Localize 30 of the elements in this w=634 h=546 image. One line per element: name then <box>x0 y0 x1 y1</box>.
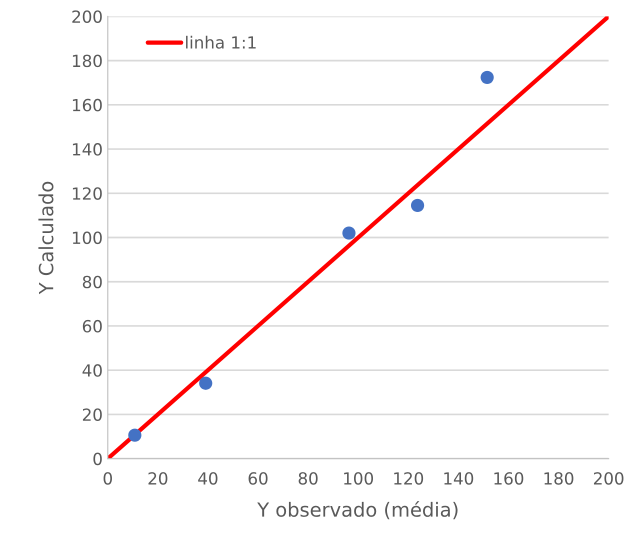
x-tick-label: 120 <box>394 472 424 485</box>
y-tick-label: 120 <box>72 187 102 200</box>
y-tick-label: 200 <box>72 10 102 23</box>
y-tick-label: 0 <box>93 452 102 466</box>
x-tick-label: 180 <box>544 472 574 485</box>
y-axis-title: Y Calculado <box>38 182 54 294</box>
x-tick-label: 40 <box>198 472 218 485</box>
y-tick-label: 80 <box>82 276 102 288</box>
x-tick-label: 200 <box>594 472 624 485</box>
legend-label: linha 1:1 <box>186 36 256 49</box>
y-tick-label: 40 <box>82 364 102 377</box>
y-tick-label: 60 <box>82 320 102 333</box>
point <box>199 376 212 390</box>
y-tick-label: 180 <box>72 54 102 68</box>
y-tick-label: 20 <box>82 408 102 421</box>
x-tick-label: 60 <box>248 472 268 485</box>
point <box>128 428 142 442</box>
point <box>480 70 494 84</box>
y-tick-label: 140 <box>72 143 102 156</box>
x-tick-label: 140 <box>444 472 474 485</box>
x-tick-label: 20 <box>148 472 168 485</box>
x-tick-label: 80 <box>298 472 318 485</box>
y-tick-label: 160 <box>72 98 102 112</box>
point <box>342 226 356 240</box>
x-axis-title: Y observado (média) <box>257 501 458 520</box>
x-tick-label: 0 <box>104 472 112 485</box>
x-tick-label: 160 <box>494 472 524 485</box>
x-tick-label: 100 <box>344 472 374 485</box>
point <box>410 198 424 212</box>
y-tick-label: 100 <box>72 231 102 244</box>
